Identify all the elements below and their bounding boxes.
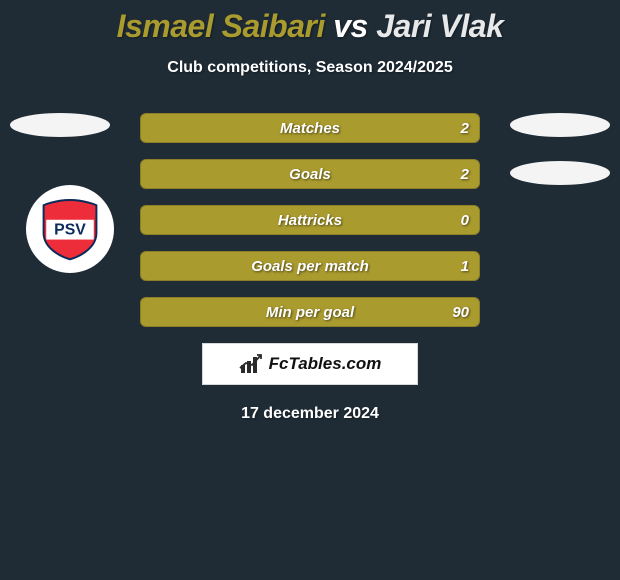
vs-text: vs (333, 8, 368, 44)
player2-name: Jari Vlak (376, 8, 503, 44)
player1-avatar-placeholder (10, 113, 110, 137)
stats-area: PSV Matches 2 Goals 2 Hattricks 0 Goals … (0, 113, 620, 423)
subtitle: Club competitions, Season 2024/2025 (0, 59, 620, 77)
stat-row-matches: Matches 2 (140, 113, 480, 143)
stat-label: Goals (141, 166, 479, 183)
player2-club-placeholder (510, 161, 610, 185)
stat-value: 2 (461, 120, 469, 137)
stat-row-goals: Goals 2 (140, 159, 480, 189)
branding-box: FcTables.com (202, 343, 418, 385)
stat-row-hattricks: Hattricks 0 (140, 205, 480, 235)
stat-rows: Matches 2 Goals 2 Hattricks 0 Goals per … (140, 113, 480, 327)
stat-value: 90 (452, 304, 469, 321)
stat-row-min-per-goal: Min per goal 90 (140, 297, 480, 327)
stat-value: 2 (461, 166, 469, 183)
bar-chart-icon (239, 353, 265, 375)
stat-value: 1 (461, 258, 469, 275)
stat-label: Goals per match (141, 258, 479, 275)
stat-row-goals-per-match: Goals per match 1 (140, 251, 480, 281)
branding-inner: FcTables.com (239, 353, 382, 375)
stat-label: Matches (141, 120, 479, 137)
branding-text: FcTables.com (269, 354, 382, 374)
date-text: 17 december 2024 (0, 405, 620, 423)
comparison-card: Ismael Saibari vs Jari Vlak Club competi… (0, 0, 620, 580)
player1-name: Ismael Saibari (117, 8, 325, 44)
player1-club-badge: PSV (26, 185, 114, 273)
stat-value: 0 (461, 212, 469, 229)
page-title: Ismael Saibari vs Jari Vlak (0, 0, 620, 45)
svg-text:PSV: PSV (54, 221, 86, 238)
player2-avatar-placeholder (510, 113, 610, 137)
stat-label: Min per goal (141, 304, 479, 321)
psv-logo-icon: PSV (37, 196, 103, 262)
stat-label: Hattricks (141, 212, 479, 229)
